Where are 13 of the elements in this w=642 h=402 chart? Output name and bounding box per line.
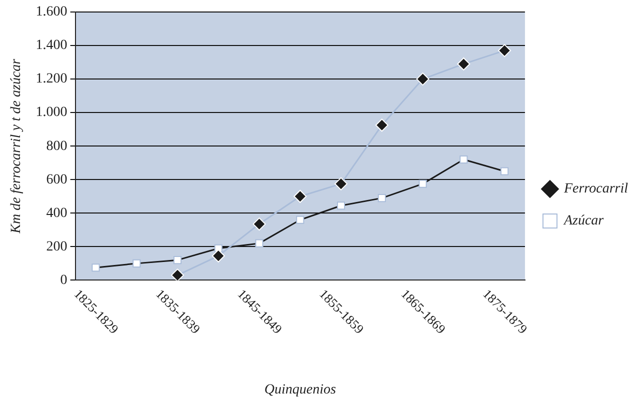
y-axis-title: Km de ferrocarril y t de azúcar bbox=[9, 58, 24, 234]
y-tick-label: 1.400 bbox=[36, 38, 68, 54]
y-tick-label: 1.600 bbox=[36, 4, 68, 20]
y-tick-label: 0 bbox=[60, 272, 68, 288]
y-tick-label: 1.000 bbox=[36, 105, 68, 120]
y-tick-label: 800 bbox=[46, 138, 68, 154]
legend-label: Azúcar bbox=[562, 214, 604, 229]
y-tick-label: 400 bbox=[46, 206, 68, 221]
y-tick-label: 1.200 bbox=[36, 72, 68, 87]
legend-label: Ferrocarril bbox=[562, 182, 628, 197]
y-tick-label: 600 bbox=[46, 172, 68, 188]
x-axis-title: Quinquenios bbox=[264, 382, 336, 398]
y-tick-label: 200 bbox=[46, 239, 68, 254]
